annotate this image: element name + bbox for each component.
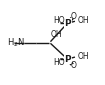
Text: OH: OH [78, 16, 89, 25]
Text: HO: HO [54, 58, 65, 67]
Text: P: P [65, 19, 71, 28]
Text: O: O [70, 61, 76, 70]
Text: $\mathregular{H_2N}$: $\mathregular{H_2N}$ [7, 36, 25, 49]
Text: P: P [65, 55, 71, 64]
Text: O: O [70, 12, 76, 21]
Text: OH: OH [51, 30, 62, 39]
Text: OH: OH [78, 52, 89, 61]
Text: HO: HO [54, 15, 65, 24]
